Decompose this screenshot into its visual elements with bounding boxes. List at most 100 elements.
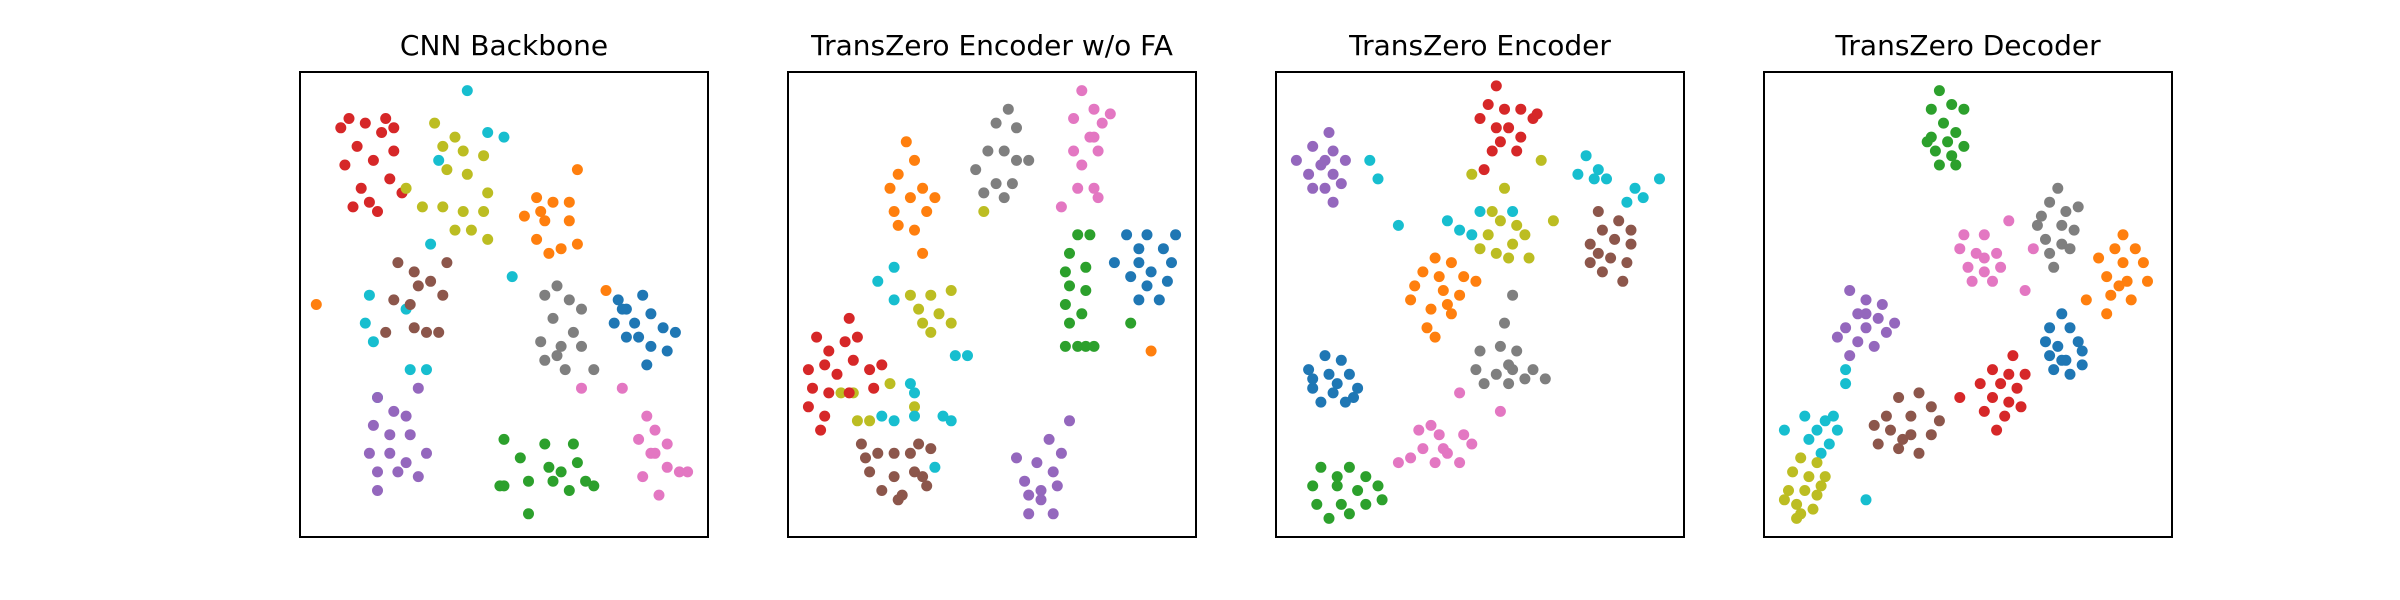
scatter-point-cluster-9-3 — [1011, 452, 1022, 464]
scatter-point-cluster-4-8 — [555, 243, 567, 255]
scatter-point-cluster-4-8 — [1621, 257, 1633, 269]
scatter-point-cluster-5-5 — [2072, 336, 2084, 348]
scatter-point-cluster-7-11 — [1454, 457, 1466, 469]
scatter-point-cluster-8-12 — [494, 480, 506, 492]
scatter-point-cluster-7-14 — [1080, 340, 1092, 352]
scatter-point-cluster-0-13 — [1490, 122, 1502, 134]
scatter-point-cluster-1-6 — [416, 201, 428, 213]
scatter-point-cluster-5-4 — [547, 312, 559, 324]
scatter-point-cluster-9-0 — [1315, 461, 1327, 473]
scatter-point-cluster-5-10 — [2064, 368, 2076, 380]
scatter-point-cluster-7-14 — [400, 410, 412, 422]
scatter-point-cluster-0-8 — [1088, 182, 1100, 194]
scatter-point-cluster-4-13 — [600, 285, 612, 296]
scatter-point-cluster-1-7 — [437, 201, 449, 213]
scatter-point-cluster-6-6 — [1490, 368, 1502, 380]
scatter-point-cluster-5-5 — [819, 359, 831, 371]
scatter-point-cluster-2-5 — [1991, 247, 2003, 259]
scatter-point-cluster-3-4 — [1494, 215, 1506, 227]
scatter-point-cluster-8-5 — [571, 457, 583, 469]
scatter-point-cluster-4-3 — [909, 387, 920, 399]
scatter-point-cluster-8-0 — [498, 433, 510, 445]
scatter-point-cluster-7-3 — [367, 419, 379, 431]
scatter-point-cluster-4-7 — [531, 233, 543, 245]
scatter-point-cluster-7-2 — [412, 382, 424, 394]
scatter-point-cluster-0-1 — [1088, 103, 1100, 115]
plot-frame — [299, 71, 709, 538]
scatter-point-cluster-7-8 — [1466, 438, 1478, 450]
scatter-point-cluster-9-13 — [1791, 512, 1803, 524]
scatter-point-cluster-9-8 — [1335, 498, 1347, 510]
scatter-point-cluster-9-5 — [1352, 485, 1364, 496]
scatter-point-cluster-2-10 — [421, 364, 432, 376]
scatter-point-cluster-2-2 — [482, 127, 494, 138]
scatter-point-cluster-7-13 — [1441, 447, 1453, 459]
scatter-point-cluster-6-4 — [1511, 345, 1523, 357]
scatter-point-cluster-0-2 — [376, 127, 388, 138]
scatter-point-cluster-4-8 — [945, 415, 957, 427]
scatter-point-cluster-4-1 — [888, 261, 900, 273]
scatter-point-cluster-3-9 — [835, 387, 847, 399]
scatter-point-cluster-3-10 — [1503, 252, 1515, 264]
scatter-point-cluster-3-0 — [978, 206, 990, 217]
scatter-point-cluster-6-13 — [913, 438, 925, 450]
scatter-point-cluster-5-17 — [876, 359, 888, 371]
scatter-point-cluster-8-8 — [1815, 447, 1827, 459]
scatter-point-cluster-5-9 — [539, 354, 551, 366]
scatter-point-cluster-6-12 — [1539, 373, 1551, 385]
scatter-point-cluster-9-1 — [576, 382, 587, 394]
scatter-point-cluster-8-2 — [1170, 229, 1182, 241]
scatter-point-cluster-1-1 — [1307, 140, 1319, 152]
scatter-point-cluster-9-8 — [637, 471, 649, 483]
scatter-point-cluster-8-1 — [1141, 229, 1153, 241]
scatter-point-cluster-8-9 — [1339, 396, 1351, 408]
scatter-point-cluster-4-6 — [1860, 322, 1872, 334]
scatter-point-cluster-9-5 — [633, 433, 645, 445]
scatter-point-cluster-7-6 — [363, 447, 375, 459]
scatter-point-cluster-7-3 — [1413, 424, 1425, 436]
scatter-point-cluster-2-3 — [498, 131, 510, 143]
scatter-point-cluster-0-12 — [1950, 159, 1962, 171]
scatter-point-cluster-5-9 — [2048, 364, 2060, 376]
scatter-point-cluster-9-3 — [649, 424, 661, 436]
panel-transzero-encoder: TransZero Encoder — [1275, 29, 1685, 538]
scatter-point-cluster-6-4 — [1974, 378, 1986, 390]
scatter-point-cluster-8-11 — [1827, 410, 1839, 422]
scatter-point-cluster-3-5 — [1482, 229, 1494, 241]
scatter-point-cluster-9-9 — [1807, 503, 1819, 515]
scatter-point-cluster-2-6 — [2027, 243, 2039, 255]
scatter-point-cluster-0-0 — [1933, 85, 1945, 97]
scatter-point-cluster-3-3 — [945, 285, 957, 296]
scatter-point-cluster-1-15 — [482, 187, 494, 199]
scatter-point-cluster-9-0 — [1795, 452, 1807, 464]
scatter-point-cluster-3-6 — [1519, 229, 1531, 241]
scatter-point-cluster-0-5 — [1068, 145, 1080, 157]
scatter-point-cluster-4-3 — [1852, 308, 1864, 320]
scatter-point-cluster-4-9 — [949, 350, 961, 362]
scatter-point-cluster-2-8 — [921, 206, 933, 217]
scatter-point-cluster-2-12 — [1441, 215, 1453, 227]
scatter-point-cluster-4-5 — [888, 415, 900, 427]
scatter-point-cluster-3-13 — [1547, 215, 1559, 227]
scatter-point-cluster-1-7 — [1303, 168, 1315, 180]
scatter-point-cluster-6-3 — [1494, 340, 1506, 352]
scatter-point-cluster-1-12 — [482, 233, 494, 245]
scatter-point-cluster-6-0 — [2007, 350, 2019, 362]
scatter-point-cluster-2-15 — [1466, 229, 1478, 241]
scatter-point-cluster-3-8 — [1490, 247, 1502, 259]
panel-title: TransZero Encoder — [1348, 29, 1611, 62]
scatter-point-cluster-5-12 — [1421, 322, 1433, 334]
scatter-point-cluster-4-10 — [543, 247, 555, 259]
scatter-point-cluster-7-8 — [1905, 429, 1917, 441]
scatter-point-cluster-4-11 — [1844, 350, 1856, 362]
scatter-point-cluster-6-12 — [1954, 392, 1966, 403]
scatter-point-cluster-1-11 — [1327, 196, 1339, 208]
scatter-point-cluster-3-9 — [421, 326, 432, 338]
scatter-point-cluster-8-13 — [1145, 266, 1157, 278]
scatter-point-cluster-8-1 — [1840, 378, 1852, 390]
scatter-point-cluster-0-0 — [343, 113, 355, 124]
scatter-point-cluster-1-0 — [1002, 103, 1014, 115]
scatter-point-cluster-6-0 — [855, 438, 867, 450]
scatter-point-cluster-3-0 — [1466, 168, 1478, 180]
scatter-point-cluster-0-11 — [1088, 131, 1100, 143]
